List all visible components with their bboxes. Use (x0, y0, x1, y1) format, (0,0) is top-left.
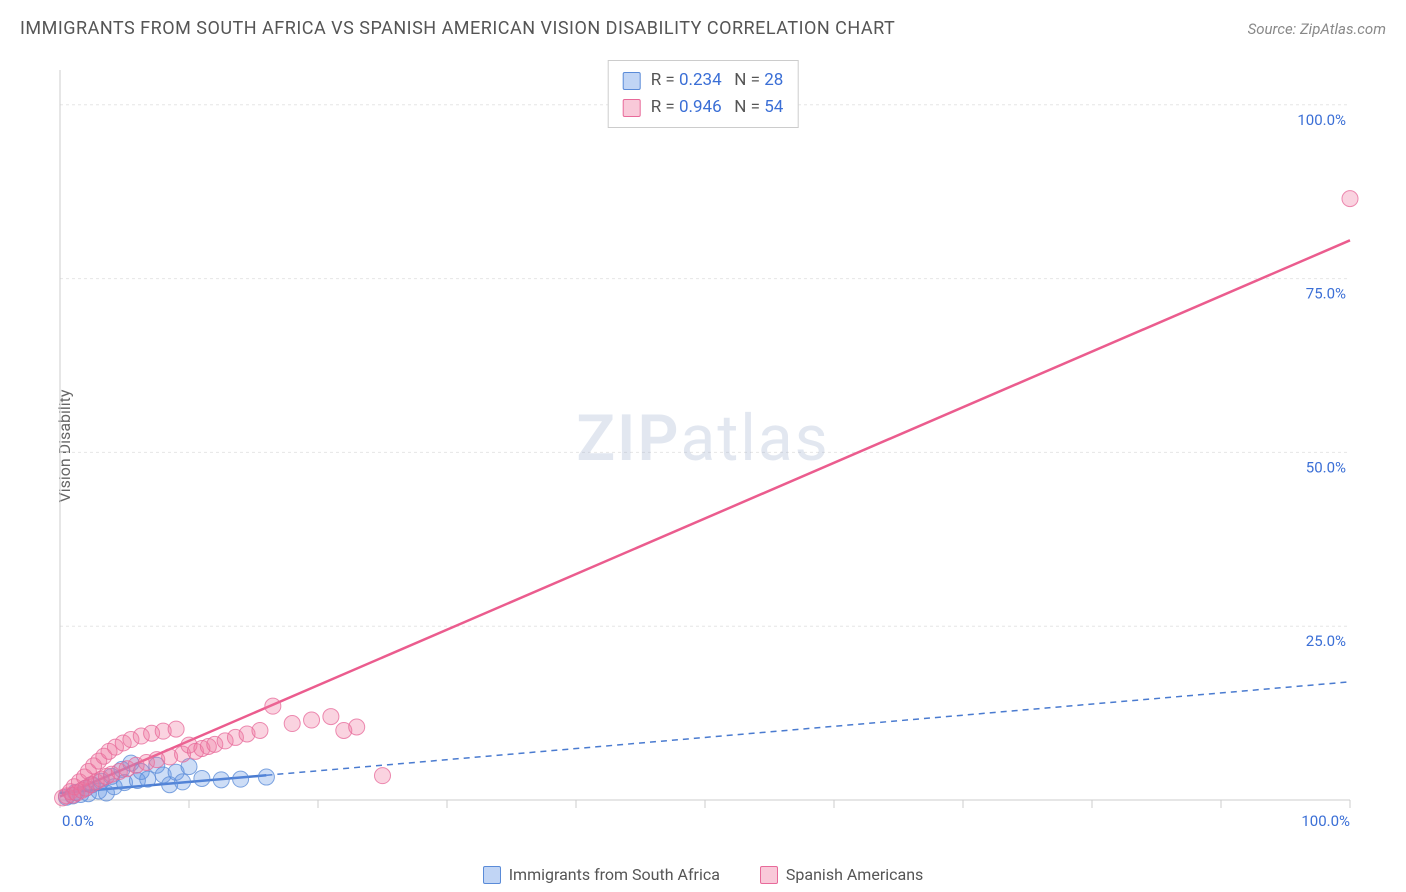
bottom-legend: Immigrants from South Africa Spanish Amer… (0, 865, 1406, 884)
stats-legend-box: R = 0.234 N = 28R = 0.946 N = 54 (608, 60, 799, 128)
legend-item: Spanish Americans (760, 865, 923, 884)
svg-text:25.0%: 25.0% (1306, 632, 1346, 650)
stats-text: R = 0.946 N = 54 (651, 94, 784, 121)
legend-swatch (760, 866, 778, 884)
svg-text:100.0%: 100.0% (1297, 111, 1346, 129)
legend-swatch (483, 866, 501, 884)
stats-row: R = 0.234 N = 28 (623, 67, 784, 94)
legend-item: Immigrants from South Africa (483, 865, 720, 884)
svg-text:0.0%: 0.0% (62, 812, 94, 830)
svg-text:100.0%: 100.0% (1301, 812, 1350, 830)
legend-label: Immigrants from South Africa (509, 865, 720, 884)
stats-text: R = 0.234 N = 28 (651, 67, 784, 94)
series-swatch (623, 72, 641, 90)
svg-text:50.0%: 50.0% (1306, 458, 1346, 476)
svg-text:75.0%: 75.0% (1306, 285, 1346, 303)
scatter-plot: 25.0% 50.0% 75.0% 100.0% 0.0% 100.0% (50, 60, 1380, 830)
legend-label: Spanish Americans (786, 865, 923, 884)
source-label: Source: ZipAtlas.com (1248, 20, 1386, 38)
stats-row: R = 0.946 N = 54 (623, 94, 784, 121)
series-swatch (623, 99, 641, 117)
chart-title: IMMIGRANTS FROM SOUTH AFRICA VS SPANISH … (20, 18, 895, 39)
